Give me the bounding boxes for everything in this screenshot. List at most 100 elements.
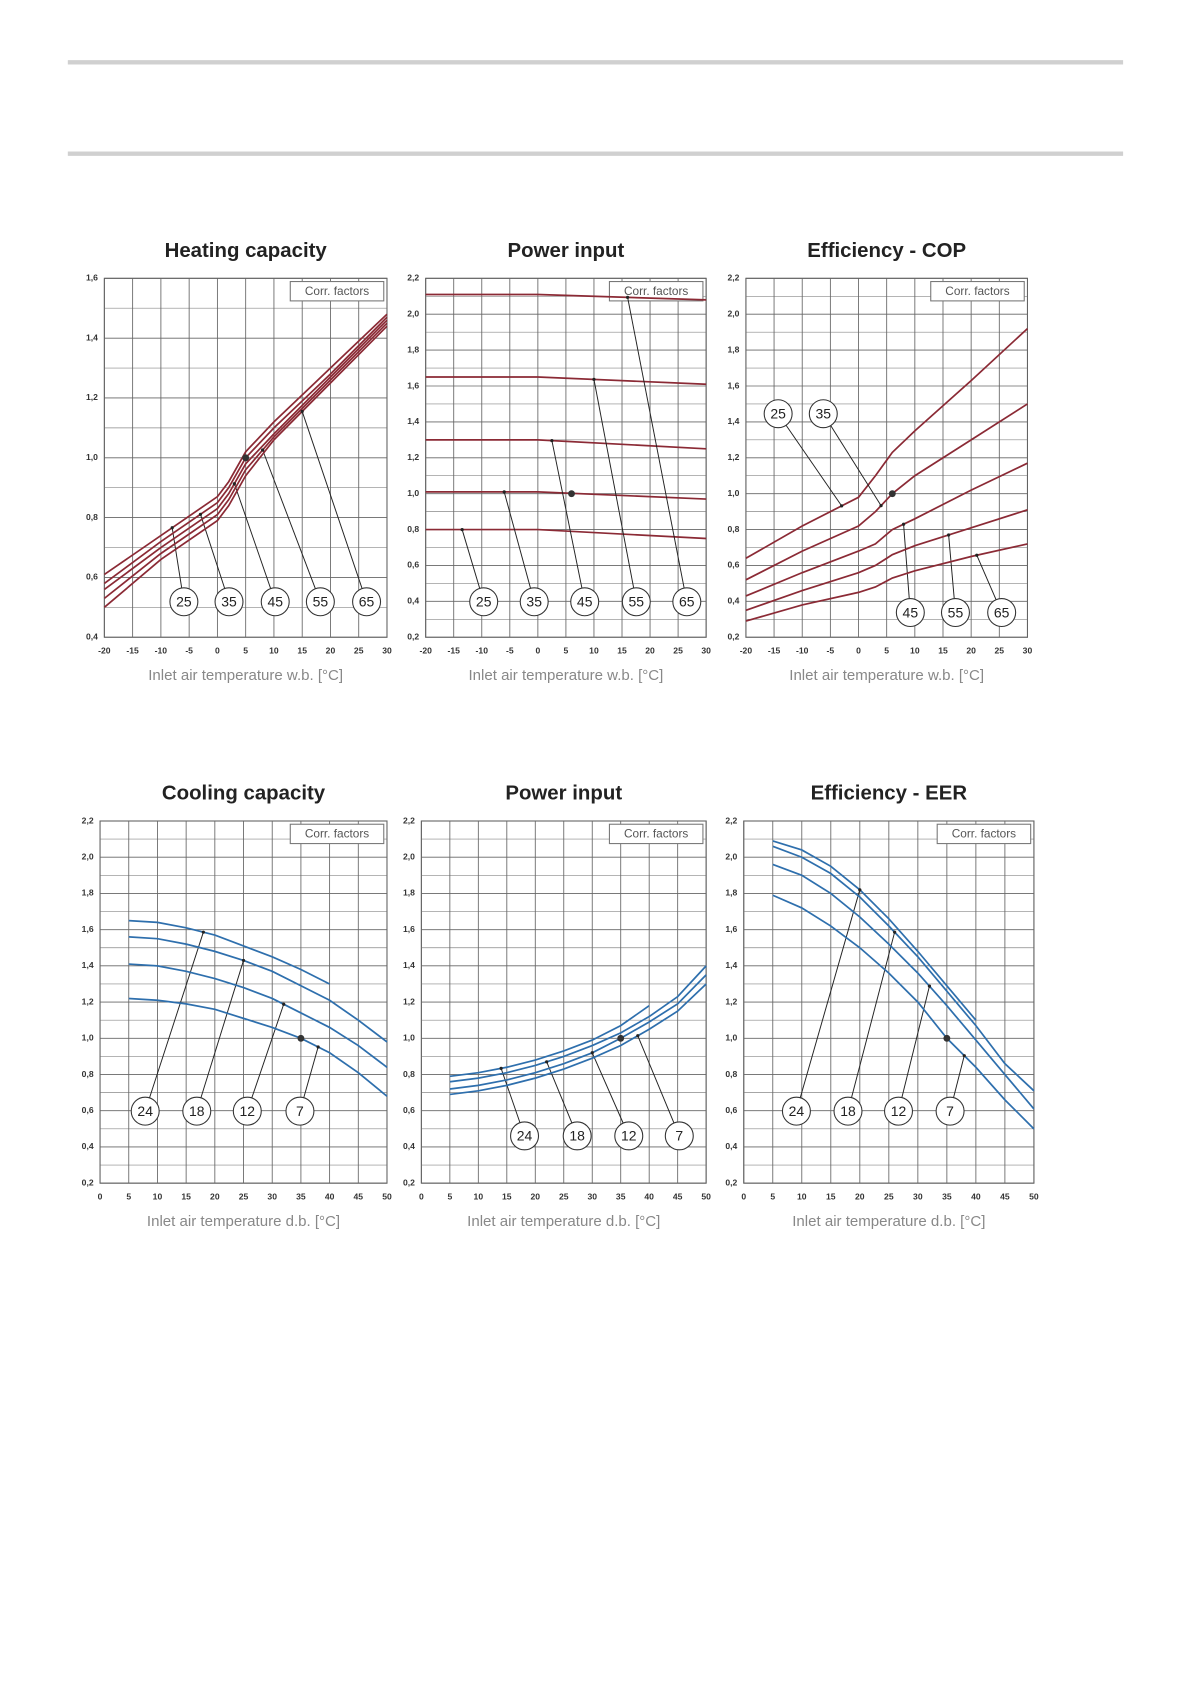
leader-end <box>545 1060 549 1064</box>
leader-line <box>262 449 321 602</box>
y-tick-label: 1,4 <box>403 960 415 970</box>
legend-label: 45 <box>267 594 283 610</box>
leader-end <box>316 1045 320 1049</box>
x-tick-label: 30 <box>701 645 711 655</box>
note: Corr. factors <box>624 284 688 298</box>
y-tick-label: 0,8 <box>407 524 419 534</box>
series-line <box>128 997 388 1097</box>
note-box <box>289 281 385 302</box>
note: Corr. factors <box>305 827 369 841</box>
series-line <box>128 919 330 985</box>
x-tick-label: 25 <box>559 1191 569 1201</box>
note: Corr. factors <box>952 827 1016 841</box>
y-tick-label: 0,8 <box>82 1069 94 1079</box>
legend-circle <box>305 587 335 617</box>
reference-point <box>568 490 575 498</box>
legend-circle <box>940 598 970 628</box>
legend-circle <box>469 587 499 617</box>
leader-end <box>592 377 596 382</box>
leader-end <box>962 1054 966 1058</box>
y-tick-label: 2,0 <box>403 851 415 861</box>
legend-circle <box>833 1096 863 1126</box>
legend-label: 25 <box>176 594 192 610</box>
chart: Efficiency - COP 0,2 0,4 0,6 0,8 1,0 1,2 1,4 1,6… <box>728 240 1033 684</box>
leader-line <box>637 1035 680 1137</box>
x-tick-label: 25 <box>995 645 1005 655</box>
series-line <box>128 963 388 1068</box>
leader-end <box>170 526 174 530</box>
legend-label: 12 <box>891 1103 907 1119</box>
leader-end <box>300 409 304 414</box>
y-tick-label: 0,4 <box>86 632 98 642</box>
x-tick-label: 35 <box>616 1191 626 1201</box>
legend-circle <box>260 587 290 617</box>
note: Corr. factors <box>945 284 1009 298</box>
legend-circle <box>664 1121 694 1151</box>
y-tick-label: 1,6 <box>407 380 419 390</box>
y-tick-label: 0,6 <box>407 560 419 570</box>
legend-circle <box>130 1096 160 1126</box>
chart-title: Efficiency - COP <box>807 240 966 262</box>
reference-point <box>888 490 896 498</box>
x-tick-label: 5 <box>770 1191 775 1201</box>
leader-line <box>144 932 204 1112</box>
x-tick-label: 40 <box>644 1191 654 1201</box>
series-line <box>425 438 707 450</box>
y-tick-label: 1,0 <box>82 1033 94 1043</box>
x-tick-label: 10 <box>153 1191 163 1201</box>
y-tick-label: 0,2 <box>728 632 740 642</box>
legend-circle <box>614 1121 644 1151</box>
legend-circle <box>562 1121 592 1151</box>
series-line <box>425 376 707 386</box>
legend-label: 65 <box>359 594 375 610</box>
x-tick-label: 30 <box>267 1191 277 1201</box>
x-tick-label: 50 <box>1029 1191 1039 1201</box>
leader-end <box>460 527 464 532</box>
x-tick-label: -10 <box>155 645 168 655</box>
leader-end <box>282 1002 286 1006</box>
y-tick-label: 1,4 <box>86 332 98 342</box>
x-tick-label: -5 <box>827 645 835 655</box>
y-tick-label: 1,0 <box>403 1033 415 1043</box>
y-tick-label: 1,0 <box>728 488 740 498</box>
legend-circle <box>895 598 925 628</box>
x-tick-label: 30 <box>587 1191 597 1201</box>
y-tick-label: 0,8 <box>403 1069 415 1079</box>
y-tick-label: 0,2 <box>407 632 419 642</box>
x-tick-label: 35 <box>942 1191 952 1201</box>
legend-label: 65 <box>994 604 1010 620</box>
y-tick-label: 0,4 <box>725 1141 737 1151</box>
legend-label: 35 <box>221 594 237 610</box>
legend-circle <box>621 587 651 617</box>
x-tick-label: 0 <box>419 1191 424 1201</box>
y-tick-label: 0,6 <box>725 1105 737 1115</box>
y-tick-label: 1,4 <box>407 416 419 426</box>
legend-label: 18 <box>569 1128 585 1144</box>
chart-title: Efficiency - EER <box>811 783 968 805</box>
y-tick-label: 1,4 <box>725 960 737 970</box>
legend-label: 55 <box>313 594 329 610</box>
legend-circle <box>781 1096 811 1126</box>
legend-label: 65 <box>679 594 695 610</box>
series-line <box>103 316 388 585</box>
legend-label: 35 <box>816 405 832 421</box>
x-tick-label: 15 <box>297 645 307 655</box>
y-tick-label: 1,2 <box>725 996 737 1006</box>
chart: Power input 0,2 0,4 0,6 0,8 1,0 1,2 1,4 1,6 1,8 2,… <box>403 783 711 1230</box>
x-tick-label: -10 <box>796 645 809 655</box>
y-tick-label: 0,4 <box>728 596 740 606</box>
chart: Efficiency - EER 0,2 0,4 0,6 0,8 1,0 1,2 1,4 1,6… <box>725 783 1039 1230</box>
x-axis-label: Inlet air temperature w.b. [°C] <box>789 667 984 684</box>
legend-circle <box>510 1121 540 1151</box>
legend-circle <box>285 1096 315 1126</box>
y-tick-label: 1,6 <box>728 380 740 390</box>
x-tick-label: 10 <box>910 645 920 655</box>
chart-title: Heating capacity <box>165 240 328 262</box>
x-tick-label: 20 <box>210 1191 220 1201</box>
legend-circle <box>883 1096 914 1126</box>
y-tick-label: 0,8 <box>725 1069 737 1079</box>
leader-end <box>975 553 979 557</box>
series-line <box>449 974 707 1090</box>
